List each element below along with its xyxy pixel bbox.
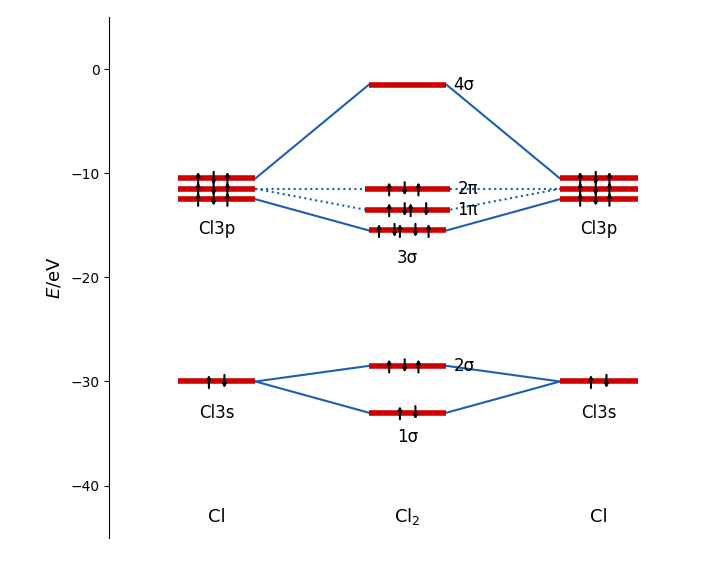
Text: 2σ: 2σ [454,357,475,375]
Text: 4σ: 4σ [454,76,475,94]
Text: Cl: Cl [207,508,226,526]
Y-axis label: $E$/eV: $E$/eV [45,256,63,299]
Text: 3σ: 3σ [397,249,419,267]
Text: Cl: Cl [590,508,608,526]
Text: 1π: 1π [457,200,478,218]
Text: 1σ: 1σ [397,428,419,447]
Text: Cl3s: Cl3s [199,404,234,422]
Text: Cl3p: Cl3p [198,220,235,238]
Text: Cl3p: Cl3p [580,220,617,238]
Text: Cl3s: Cl3s [581,404,617,422]
Text: 2π: 2π [457,180,478,198]
Text: Cl$_2$: Cl$_2$ [395,507,421,528]
